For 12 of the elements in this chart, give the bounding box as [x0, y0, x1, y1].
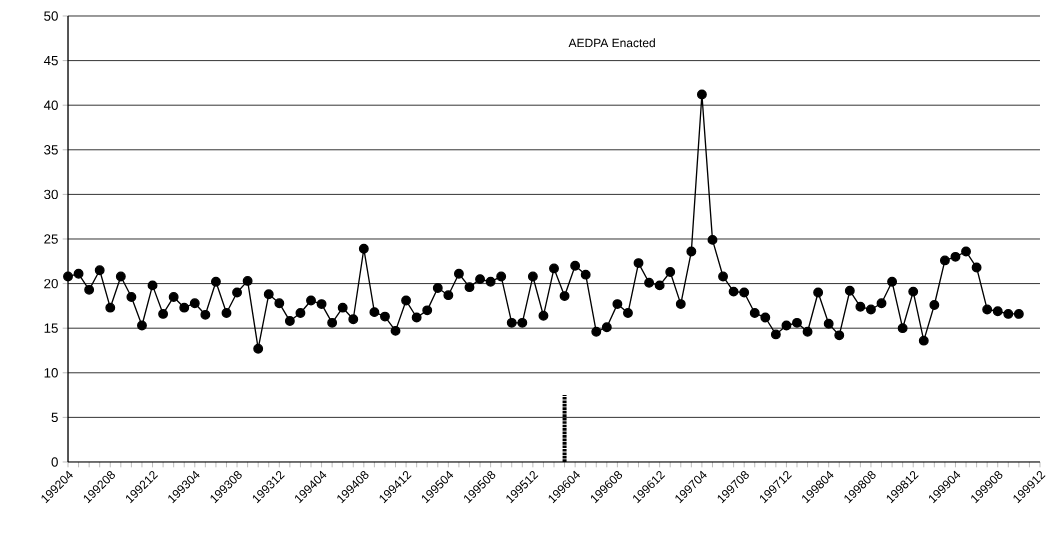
y-tick-label: 35 — [44, 145, 58, 155]
y-tick-label: 45 — [43, 55, 58, 66]
y-tick-label: 5 — [51, 412, 58, 423]
y-tick-label: 40 — [43, 100, 58, 110]
y-tick-label: 15 — [44, 323, 58, 333]
ref-line-label: AEDPA Enacted — [568, 38, 655, 48]
y-tick-label: 20 — [44, 278, 58, 289]
y-tick-label: 30 — [44, 189, 58, 200]
y-tick-label: 10 — [44, 368, 58, 378]
y-tick-label: 0 — [51, 457, 58, 467]
y-tick-label: 25 — [44, 234, 58, 244]
y-tick-label: 50 — [44, 11, 58, 21]
